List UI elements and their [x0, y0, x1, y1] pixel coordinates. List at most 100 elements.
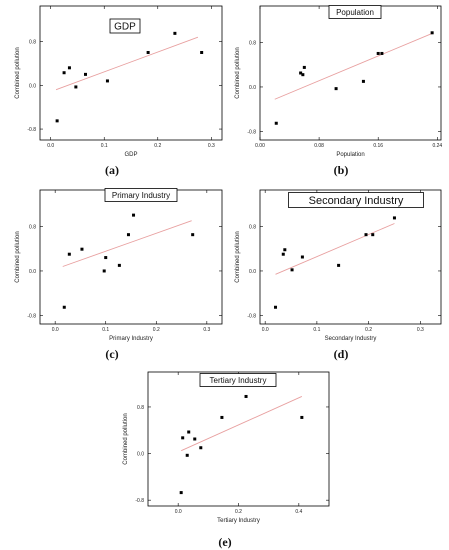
chart-panel-4: 0.0 0.1 0.2 0.3 -0.8 0.0 0.8 Secondary Industry…: [235, 189, 442, 361]
data-point: [80, 247, 84, 251]
y-tick-label: 0.8: [249, 224, 256, 230]
plot-frame: [147, 371, 330, 507]
title-box: [109, 18, 141, 34]
y-axis-label: Combined pollution: [15, 47, 21, 98]
data-point: [191, 233, 195, 237]
chart-panel-1: 0.0 0.1 0.2 0.3 -0.8 0.0 0.8 GDP Combined pollut…: [15, 5, 223, 177]
data-point: [179, 491, 183, 495]
x-tick-label: 0.2: [235, 509, 242, 515]
data-point: [126, 233, 130, 237]
data-point: [300, 255, 304, 259]
data-point: [199, 446, 203, 450]
data-point: [392, 216, 396, 220]
data-point: [220, 415, 224, 419]
x-axis-label: Secondary Industry: [325, 336, 377, 342]
data-point: [380, 51, 384, 55]
data-point: [62, 305, 66, 309]
y-tick-label: -0.8: [135, 498, 144, 504]
chart-title: Secondary Industry: [309, 195, 404, 207]
x-tick-label: 0.08: [314, 143, 324, 149]
data-point: [281, 252, 285, 256]
x-tick-label: 0.1: [102, 327, 109, 333]
title-box: [199, 373, 277, 387]
title-box: [328, 5, 382, 19]
y-tick-label: 0.0: [29, 83, 36, 89]
chart-title: Tertiary Industry: [210, 376, 267, 385]
y-tick-label: -0.8: [247, 314, 256, 320]
data-point: [430, 31, 434, 35]
data-point: [364, 233, 368, 237]
x-tick-label: 0.2: [153, 327, 160, 333]
fit-line: [275, 223, 395, 275]
data-point: [67, 252, 71, 256]
subfigure-label: (c): [105, 347, 118, 361]
data-point: [274, 121, 278, 125]
plot-frame: [39, 5, 223, 141]
title-box: [104, 188, 178, 202]
data-point: [132, 213, 136, 217]
fit-line: [180, 396, 303, 452]
plot-frame: [259, 5, 442, 141]
data-point: [185, 453, 189, 457]
fit-line: [55, 36, 199, 91]
data-point: [283, 248, 287, 252]
title-box: [288, 192, 424, 208]
subfigure-label: (a): [105, 163, 119, 177]
plot-frame: [39, 189, 223, 325]
data-point: [200, 50, 204, 54]
y-tick-label: 0.0: [249, 269, 256, 275]
plot-frame: [259, 189, 442, 325]
y-tick-label: 0.0: [137, 452, 144, 458]
data-point: [300, 415, 304, 419]
data-point: [62, 71, 66, 75]
data-point: [371, 233, 375, 237]
fit-line: [274, 32, 434, 100]
x-axis-label: Population: [336, 152, 364, 158]
chart-panel-3: 0.0 0.1 0.2 0.3 -0.8 0.0 0.8 Primary Industry Co…: [15, 188, 223, 361]
data-point: [361, 79, 365, 83]
x-tick-label: 0.0: [47, 143, 54, 149]
data-point: [337, 263, 341, 267]
y-tick-label: 0.0: [29, 269, 36, 275]
x-tick-label: 0.2: [365, 327, 372, 333]
x-tick-label: 0.0: [175, 509, 182, 515]
data-point: [302, 65, 306, 69]
chart-title: Population: [336, 8, 374, 17]
data-point: [146, 50, 150, 54]
data-point: [173, 31, 177, 35]
fit-line: [62, 220, 192, 267]
x-tick-label: 0.0: [262, 327, 269, 333]
chart-title: Primary Industry: [112, 191, 170, 200]
y-tick-label: 0.8: [29, 40, 36, 46]
data-point: [274, 305, 278, 309]
subfigure-label: (b): [334, 163, 349, 177]
x-tick-label: 0.24: [432, 143, 442, 149]
data-point: [105, 79, 109, 83]
data-point: [193, 437, 197, 441]
data-point: [104, 256, 108, 260]
x-axis-label: Primary Industry: [109, 336, 153, 342]
data-point: [299, 71, 303, 75]
x-tick-label: 0.4: [295, 509, 302, 515]
data-point: [334, 87, 338, 91]
y-axis-label: Combined pollution: [123, 413, 129, 464]
data-point: [67, 66, 71, 70]
data-point: [301, 73, 305, 77]
data-point: [290, 268, 294, 272]
x-tick-label: 0.3: [208, 143, 215, 149]
subfigure-label: (e): [218, 535, 231, 549]
x-tick-label: 0.1: [313, 327, 320, 333]
chart-title: GDP: [114, 22, 136, 33]
x-tick-label: 0.00: [255, 143, 265, 149]
y-axis-label: Combined pollution: [235, 231, 241, 282]
x-axis-label: GDP: [124, 152, 137, 158]
data-point: [84, 72, 87, 76]
y-tick-label: -0.8: [27, 127, 36, 133]
x-tick-label: 0.2: [154, 143, 161, 149]
y-tick-label: -0.8: [27, 314, 36, 320]
subfigure-label: (d): [334, 347, 349, 361]
data-point: [376, 51, 380, 55]
y-tick-label: 0.8: [249, 40, 256, 46]
x-tick-label: 0.3: [203, 327, 210, 333]
